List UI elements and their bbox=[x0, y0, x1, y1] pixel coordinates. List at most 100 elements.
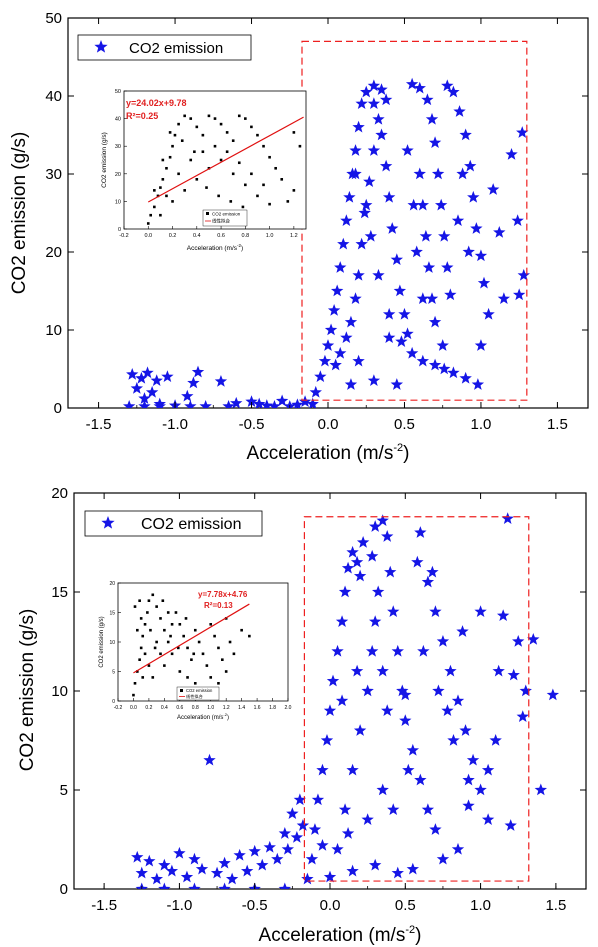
data-point-star bbox=[376, 783, 389, 796]
data-point-star bbox=[358, 206, 371, 219]
inset-data-point bbox=[268, 202, 271, 206]
data-point-star bbox=[364, 229, 378, 242]
data-point-star bbox=[296, 819, 310, 831]
inset-data-point bbox=[176, 646, 180, 650]
inset-data-point bbox=[201, 652, 205, 656]
data-point-star bbox=[252, 397, 266, 408]
inset-y-tick-label: 30 bbox=[115, 144, 121, 150]
inset-x-title: Acceleration (m/s-2) bbox=[177, 712, 229, 721]
data-point-star bbox=[376, 514, 389, 526]
inset-data-point bbox=[159, 186, 162, 189]
inset-data-point bbox=[143, 652, 147, 656]
data-point-star bbox=[361, 684, 374, 697]
inset-data-point bbox=[146, 222, 150, 225]
data-point-star bbox=[428, 136, 442, 149]
inset-data-point bbox=[225, 131, 229, 134]
data-point-star bbox=[340, 214, 353, 227]
inset-data-point bbox=[159, 617, 162, 620]
scatter-series bbox=[122, 77, 530, 408]
data-point-star bbox=[493, 226, 506, 238]
data-point-star bbox=[314, 370, 327, 383]
inset-legend-label-0: CO2 emission bbox=[212, 212, 241, 217]
data-point-star bbox=[471, 378, 485, 390]
inset-data-point bbox=[292, 189, 296, 192]
data-point-star bbox=[474, 605, 487, 618]
data-point-star bbox=[417, 644, 430, 657]
inset-data-point bbox=[186, 676, 189, 679]
inset-data-point bbox=[205, 186, 208, 189]
data-point-star bbox=[368, 520, 382, 532]
data-point-star bbox=[161, 370, 174, 383]
data-point-star bbox=[398, 307, 411, 320]
y-tick-label: 20 bbox=[51, 485, 68, 502]
inset-data-point bbox=[136, 628, 139, 632]
data-point-star bbox=[416, 354, 430, 367]
data-point-star bbox=[353, 724, 367, 736]
data-point-star bbox=[356, 536, 370, 548]
inset-y-tick-label: 0 bbox=[118, 227, 121, 233]
data-point-star bbox=[309, 385, 322, 398]
data-point-star bbox=[199, 399, 212, 408]
inset-data-point bbox=[170, 652, 174, 656]
data-point-star bbox=[361, 813, 374, 825]
data-point-star bbox=[126, 367, 139, 380]
x-axis-ticks: -1.5 -1.0 -0.5 0.0 0.5 1.0 1.5 bbox=[86, 18, 568, 433]
data-point-star bbox=[355, 97, 368, 110]
data-point-star bbox=[405, 77, 419, 90]
inset-y-tick-label: 20 bbox=[109, 581, 115, 587]
data-point-star bbox=[158, 858, 171, 871]
highlight-box bbox=[301, 40, 528, 401]
inset-data-point bbox=[225, 150, 229, 154]
data-point-star bbox=[375, 128, 388, 141]
data-point-star bbox=[138, 392, 151, 404]
data-point-star bbox=[512, 635, 525, 647]
y-tick-label: 50 bbox=[45, 10, 62, 27]
data-point-star bbox=[256, 858, 269, 871]
inset-x-tick-label: 1.8 bbox=[269, 705, 276, 711]
data-point-star bbox=[305, 852, 319, 865]
data-point-star bbox=[459, 128, 472, 141]
inset-data-point bbox=[201, 133, 205, 137]
inset-data-point bbox=[197, 640, 201, 644]
inset-data-point bbox=[280, 178, 284, 181]
inset-data-point bbox=[244, 183, 247, 187]
inset-data-point bbox=[146, 611, 149, 614]
inset-data-point bbox=[182, 634, 185, 638]
data-point-star bbox=[122, 399, 136, 408]
data-point-star bbox=[210, 866, 224, 879]
inset-data-point bbox=[224, 670, 228, 673]
inset-x-tick-label: 0.8 bbox=[242, 233, 250, 239]
inset-data-point bbox=[189, 158, 193, 162]
inset-data-point bbox=[229, 200, 233, 203]
inset-r2: R²=0.25 bbox=[126, 111, 158, 121]
inset-frame bbox=[117, 582, 289, 702]
data-point-star bbox=[396, 684, 409, 697]
data-point-star bbox=[150, 374, 163, 386]
inset-data-point bbox=[138, 658, 141, 661]
data-point-star bbox=[341, 561, 355, 574]
inset-data-point bbox=[193, 682, 197, 685]
data-point-star bbox=[407, 198, 420, 211]
data-point-star bbox=[399, 714, 412, 726]
inset-data-point bbox=[132, 693, 135, 697]
data-point-star bbox=[135, 866, 148, 879]
inset-data-point bbox=[149, 628, 152, 632]
data-point-star bbox=[316, 763, 329, 776]
inset-data-point bbox=[178, 623, 182, 626]
data-point-star bbox=[320, 734, 334, 746]
inset-data-point bbox=[178, 670, 182, 673]
data-point-star bbox=[286, 807, 299, 820]
data-point-star bbox=[323, 704, 337, 717]
data-point-star bbox=[291, 398, 304, 408]
data-point-star bbox=[180, 870, 194, 883]
inset-data-point bbox=[186, 646, 189, 650]
inset-y-tick-label: 10 bbox=[109, 640, 115, 646]
inset-y-tick-label: 40 bbox=[115, 117, 121, 123]
data-point-star bbox=[414, 526, 427, 538]
data-point-star bbox=[428, 358, 442, 371]
inset-x-tick-label: 0.6 bbox=[217, 233, 225, 239]
inset-y-tick-label: 5 bbox=[112, 670, 115, 676]
data-point-star bbox=[365, 644, 379, 657]
data-point-star bbox=[222, 399, 235, 408]
data-point-star bbox=[426, 565, 439, 578]
